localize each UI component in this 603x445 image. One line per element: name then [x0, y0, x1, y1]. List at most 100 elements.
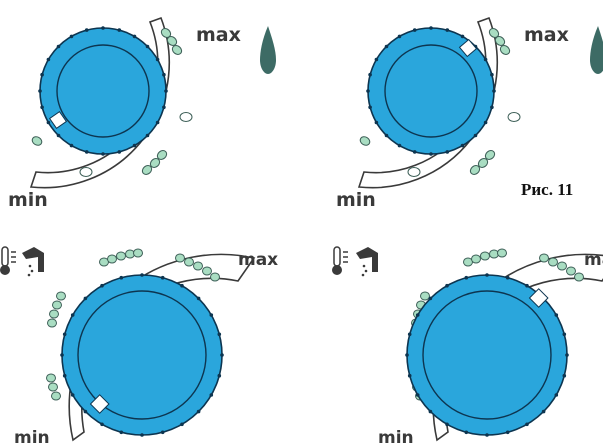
knob-tooth [70, 393, 75, 397]
knob-tooth [69, 34, 74, 39]
knob-tooth [505, 275, 510, 280]
knob-tooth [541, 409, 546, 414]
knob-tooth [101, 152, 105, 156]
faucet-icon [22, 247, 44, 277]
knob-tooth [397, 34, 402, 39]
thermometer-icon [0, 246, 16, 275]
knob-tooth [100, 422, 104, 427]
scale-dots [46, 248, 220, 401]
knob-tooth [162, 105, 166, 110]
knob-tooth [397, 143, 402, 148]
knob-tooth [132, 34, 137, 39]
knob-tooth [483, 57, 488, 62]
dial-indicator [528, 288, 549, 308]
knob-tooth [84, 150, 89, 154]
knob-teeth [38, 26, 168, 156]
knob-tooth [119, 430, 124, 435]
knob-tooth [84, 28, 89, 32]
knob-tooth [412, 28, 417, 32]
knob-tooth [464, 430, 469, 435]
knob-tooth [407, 332, 412, 337]
knob-tooth [180, 283, 184, 288]
knob-tooth [490, 105, 494, 110]
knob-tooth [428, 409, 433, 414]
knob-tooth [554, 393, 559, 397]
knob-tooth [366, 89, 370, 93]
knob-tooth [490, 72, 494, 77]
knob-tooth [384, 133, 389, 138]
knob-tooth [196, 296, 201, 301]
knob-tooth [62, 332, 67, 337]
heating-dial-max: max min Рис. 11 [336, 16, 603, 211]
flame-icon [260, 26, 276, 74]
knob-tooth [117, 150, 122, 154]
knob-tooth [384, 44, 389, 49]
faucet-icon [356, 247, 378, 277]
knob-tooth [209, 313, 214, 317]
knob-tooth [460, 34, 465, 39]
knob-tooth [505, 430, 510, 435]
knob-tooth [220, 353, 224, 357]
knob-tooth [429, 152, 433, 156]
knob-tooth [70, 313, 75, 317]
scale-dots [359, 28, 521, 177]
knob-tooth [209, 393, 214, 397]
knob-tooth [374, 57, 379, 62]
knob-tooth [405, 353, 409, 357]
knob-tooth [460, 143, 465, 148]
knob-tooth [56, 133, 61, 138]
figure-label: Рис. 11 [521, 180, 573, 199]
knob-tooth [56, 44, 61, 49]
knob-tooth [485, 433, 489, 437]
knob-tooth [145, 44, 150, 49]
knob-tooth [83, 409, 88, 414]
knob-tooth [145, 133, 150, 138]
knob-tooth [160, 275, 165, 280]
knob-tooth [140, 273, 144, 277]
scale-dots [31, 28, 193, 177]
knob-tooth [562, 332, 567, 337]
knob-tooth [117, 28, 122, 32]
knob-tooth [428, 296, 433, 301]
dial-inner-ring [56, 44, 150, 138]
max-label: max [524, 24, 569, 46]
knob-tooth [155, 120, 160, 125]
knob-tooth [155, 57, 160, 62]
dial-inner-ring [422, 290, 552, 420]
knob-tooth [140, 433, 144, 437]
max-label: max [238, 250, 278, 270]
dial-inner-ring [77, 290, 207, 420]
min-label: min [378, 428, 414, 445]
knob-tooth [445, 150, 450, 154]
knob-tooth [46, 57, 51, 62]
knob-tooth [101, 26, 105, 30]
knob-tooth [565, 353, 569, 357]
knob-tooth [429, 26, 433, 30]
thermometer-icon [332, 246, 348, 275]
knob-tooth [445, 283, 449, 288]
knob-tooth [69, 143, 74, 148]
knob-teeth [60, 273, 224, 437]
knob-tooth [217, 332, 222, 337]
knob-tooth [374, 120, 379, 125]
knob-tooth [525, 283, 529, 288]
knob-tooth [40, 72, 44, 77]
knob-tooth [180, 422, 184, 427]
knob-teeth [366, 26, 496, 156]
knob-tooth [485, 273, 489, 277]
knob-tooth [160, 430, 165, 435]
knob-tooth [407, 373, 412, 378]
knob-tooth [196, 409, 201, 414]
knob-tooth [217, 373, 222, 378]
max-label: max [196, 24, 241, 46]
water-dial-min: max min [0, 246, 278, 445]
knob-tooth [368, 72, 372, 77]
dial-indicator [48, 110, 68, 130]
knob-tooth [483, 120, 488, 125]
knob-tooth [40, 105, 44, 110]
knob-tooth [162, 72, 166, 77]
knob-tooth [412, 150, 417, 154]
dial-inner-ring [384, 44, 478, 138]
dial-indicator [458, 38, 478, 58]
